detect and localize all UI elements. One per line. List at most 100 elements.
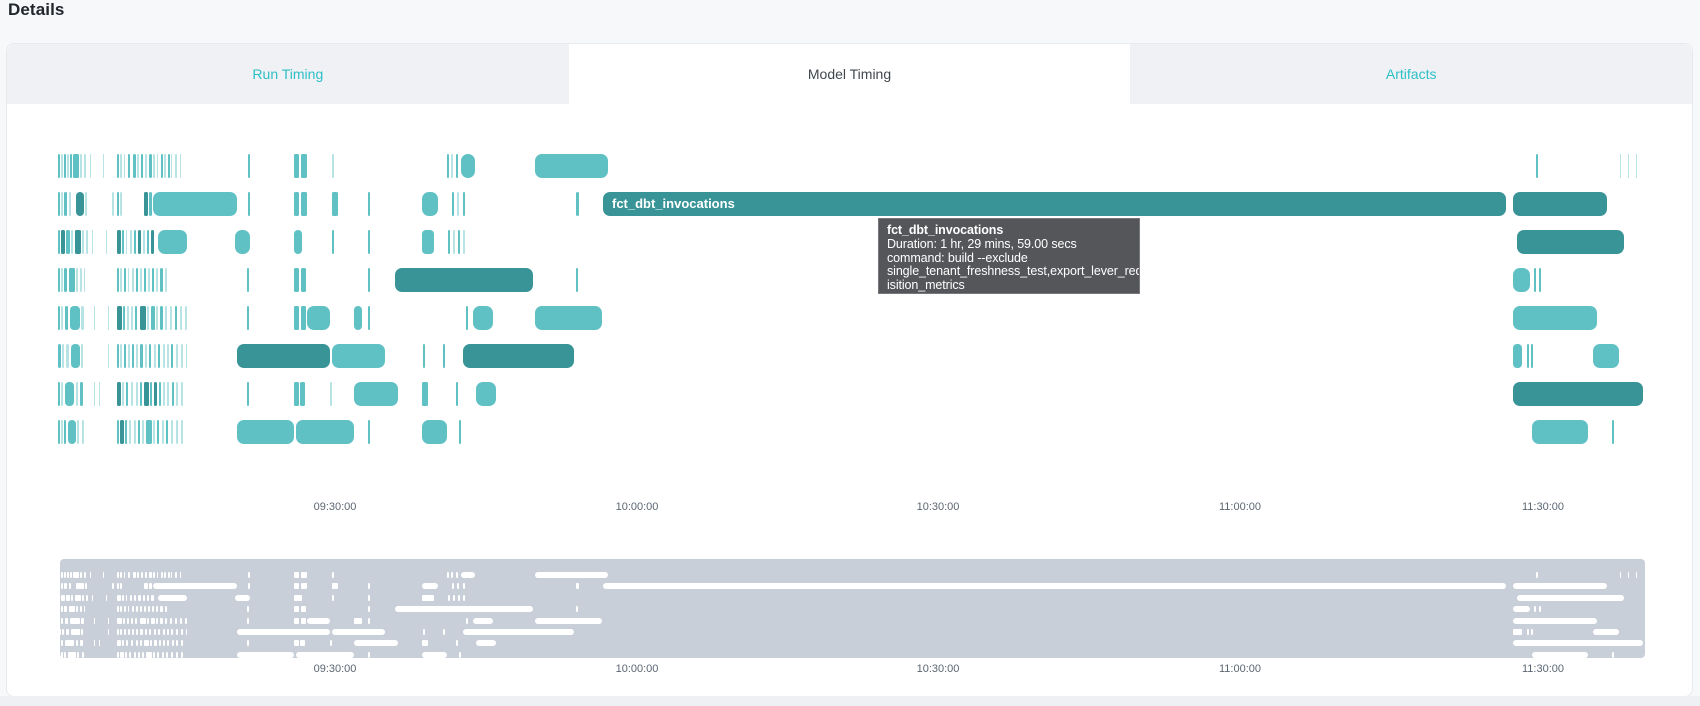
- gantt-bar[interactable]: [81, 306, 84, 330]
- gantt-bar[interactable]: [76, 382, 78, 406]
- gantt-bar[interactable]: [66, 230, 70, 254]
- gantt-bar[interactable]: [69, 192, 71, 216]
- gantt-bar[interactable]: [163, 382, 165, 406]
- gantt-bar[interactable]: [294, 154, 299, 178]
- gantt-bar[interactable]: [120, 154, 122, 178]
- gantt-bar[interactable]: [145, 154, 147, 178]
- gantt-bar[interactable]: [128, 344, 130, 368]
- gantt-bar[interactable]: [1513, 192, 1607, 216]
- gantt-bar[interactable]: [422, 420, 447, 444]
- gantt-bar[interactable]: [422, 230, 434, 254]
- gantt-bar[interactable]: fct_dbt_invocations: [603, 192, 1506, 216]
- gantt-bar[interactable]: [144, 192, 148, 216]
- gantt-bar[interactable]: [80, 154, 82, 178]
- gantt-bar[interactable]: [147, 306, 149, 330]
- gantt-bar[interactable]: [332, 230, 334, 254]
- gantt-bar[interactable]: [171, 420, 173, 444]
- gantt-bar[interactable]: [127, 306, 129, 330]
- gantt-bar[interactable]: [459, 420, 461, 444]
- gantt-bar[interactable]: [165, 268, 167, 292]
- gantt-bar[interactable]: [67, 154, 69, 178]
- gantt-bar[interactable]: [294, 268, 299, 292]
- gantt-bar[interactable]: [1539, 268, 1541, 292]
- gantt-bar[interactable]: [64, 268, 67, 292]
- gantt-bar[interactable]: [294, 192, 299, 216]
- gantt-bar[interactable]: [125, 420, 127, 444]
- gantt-bar[interactable]: [148, 268, 150, 292]
- gantt-bar[interactable]: [456, 382, 458, 406]
- gantt-bar[interactable]: [1536, 154, 1538, 178]
- gantt-bar[interactable]: [168, 154, 170, 178]
- gantt-bar[interactable]: [422, 192, 438, 216]
- gantt-bar[interactable]: [451, 154, 453, 178]
- gantt-bar[interactable]: [237, 420, 294, 444]
- gantt-bar[interactable]: [99, 382, 100, 406]
- gantt-bar[interactable]: [120, 344, 122, 368]
- gantt-bar[interactable]: [294, 230, 302, 254]
- gantt-bar[interactable]: [146, 420, 152, 444]
- gantt-bar[interactable]: [61, 306, 63, 330]
- gantt-bar[interactable]: [112, 192, 114, 216]
- gantt-bar[interactable]: [136, 268, 138, 292]
- gantt-bar[interactable]: [134, 420, 136, 444]
- gantt-bar[interactable]: [247, 268, 249, 292]
- gantt-bar[interactable]: [452, 192, 454, 216]
- gantt-bar[interactable]: [248, 154, 250, 178]
- gantt-bar[interactable]: [156, 268, 158, 292]
- gantt-bar[interactable]: [535, 154, 608, 178]
- gantt-bar[interactable]: [90, 154, 91, 178]
- gantt-bar[interactable]: [66, 344, 69, 368]
- gantt-bar[interactable]: [117, 154, 119, 178]
- gantt-bar[interactable]: [133, 154, 136, 178]
- gantt-bar[interactable]: [124, 268, 126, 292]
- gantt-bar[interactable]: [448, 230, 450, 254]
- gantt-bar[interactable]: [150, 382, 152, 406]
- gantt-bar[interactable]: [80, 268, 82, 292]
- gantt-bar[interactable]: [117, 192, 119, 216]
- gantt-bar[interactable]: [181, 382, 183, 406]
- gantt-bar[interactable]: [130, 230, 132, 254]
- gantt-bar[interactable]: [61, 420, 63, 444]
- gantt-bar[interactable]: [463, 344, 574, 368]
- gantt-bar[interactable]: [153, 420, 155, 444]
- gantt-bar[interactable]: [62, 344, 64, 368]
- gantt-bar[interactable]: [1620, 154, 1621, 178]
- gantt-bar[interactable]: [180, 154, 181, 178]
- gantt-bar[interactable]: [76, 268, 78, 292]
- gantt-bar[interactable]: [140, 382, 142, 406]
- gantt-bar[interactable]: [132, 344, 134, 368]
- gantt-bar[interactable]: [301, 154, 307, 178]
- gantt-bar[interactable]: [1513, 382, 1643, 406]
- gantt-bar[interactable]: [103, 154, 104, 178]
- gantt-bar[interactable]: [181, 420, 183, 444]
- gantt-bar[interactable]: [85, 192, 87, 216]
- minimap-brush[interactable]: [60, 559, 1645, 658]
- gantt-bar[interactable]: [64, 192, 67, 216]
- gantt-bar[interactable]: [120, 268, 122, 292]
- gantt-bar[interactable]: [354, 306, 362, 330]
- gantt-bar[interactable]: [158, 230, 187, 254]
- gantt-bar[interactable]: [82, 230, 84, 254]
- gantt-bar[interactable]: [61, 230, 65, 254]
- gantt-bar[interactable]: [94, 382, 95, 406]
- gantt-bar[interactable]: [71, 230, 73, 254]
- gantt-bar[interactable]: [180, 306, 182, 330]
- gantt-bar[interactable]: [144, 382, 149, 406]
- gantt-bar[interactable]: [64, 154, 66, 178]
- gantt-bar[interactable]: [58, 154, 60, 178]
- gantt-bar[interactable]: [166, 420, 168, 444]
- gantt-bar[interactable]: [131, 306, 133, 330]
- gantt-bar[interactable]: [153, 154, 155, 178]
- gantt-bar[interactable]: [301, 192, 307, 216]
- gantt-bar[interactable]: [61, 192, 63, 216]
- gantt-bar[interactable]: [151, 306, 155, 330]
- gantt-bar[interactable]: [463, 230, 465, 254]
- gantt-bar[interactable]: [307, 306, 330, 330]
- gantt-bar[interactable]: [65, 382, 74, 406]
- gantt-bar[interactable]: [368, 192, 370, 216]
- gantt-bar[interactable]: [84, 268, 85, 292]
- gantt-bar[interactable]: [73, 154, 79, 178]
- gantt-bar[interactable]: [160, 268, 163, 292]
- gantt-bar[interactable]: [142, 420, 144, 444]
- gantt-bar[interactable]: [123, 306, 125, 330]
